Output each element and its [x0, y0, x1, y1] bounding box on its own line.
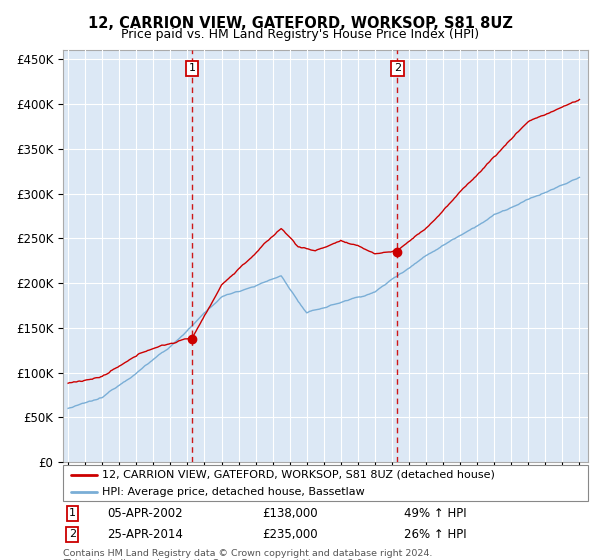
Text: 2: 2 — [69, 529, 76, 539]
Text: £138,000: £138,000 — [263, 507, 318, 520]
Text: HPI: Average price, detached house, Bassetlaw: HPI: Average price, detached house, Bass… — [103, 487, 365, 497]
Text: 12, CARRION VIEW, GATEFORD, WORKSOP, S81 8UZ (detached house): 12, CARRION VIEW, GATEFORD, WORKSOP, S81… — [103, 470, 495, 479]
Text: 05-APR-2002: 05-APR-2002 — [107, 507, 183, 520]
Text: Contains HM Land Registry data © Crown copyright and database right 2024.
This d: Contains HM Land Registry data © Crown c… — [63, 549, 433, 560]
Text: 12, CARRION VIEW, GATEFORD, WORKSOP, S81 8UZ: 12, CARRION VIEW, GATEFORD, WORKSOP, S81… — [88, 16, 512, 31]
Text: Price paid vs. HM Land Registry's House Price Index (HPI): Price paid vs. HM Land Registry's House … — [121, 28, 479, 41]
Text: £235,000: £235,000 — [263, 528, 318, 541]
Bar — [192, 50, 397, 462]
Text: 49% ↑ HPI: 49% ↑ HPI — [404, 507, 467, 520]
Text: 1: 1 — [69, 508, 76, 518]
Text: 25-APR-2014: 25-APR-2014 — [107, 528, 184, 541]
FancyBboxPatch shape — [63, 465, 588, 501]
Text: 1: 1 — [188, 63, 196, 73]
Text: 26% ↑ HPI: 26% ↑ HPI — [404, 528, 467, 541]
Text: 2: 2 — [394, 63, 401, 73]
